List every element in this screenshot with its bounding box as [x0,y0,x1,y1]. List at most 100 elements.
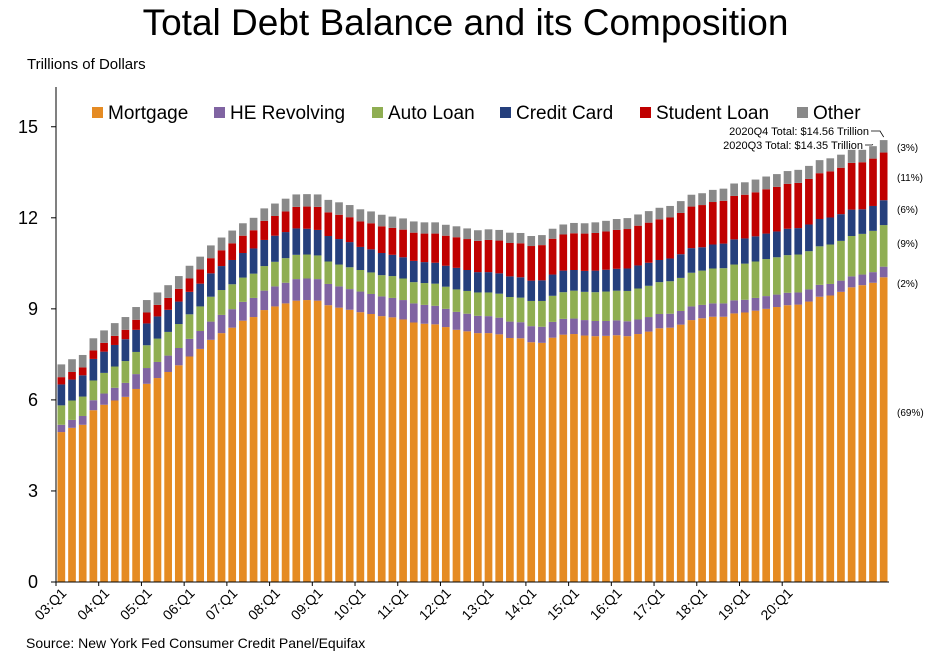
x-tick-label: 14:Q1 [501,585,539,623]
bar-segment-mortgage [228,327,237,582]
bar-segment-he-revolving [153,361,162,379]
bar-segment-student-loan [260,220,269,240]
bar-segment-mortgage [527,342,536,582]
bar-segment-credit-card [516,277,525,298]
bar-segment-credit-card [121,339,130,362]
bar-segment-auto-loan [121,361,130,383]
bar-segment-he-revolving [612,320,621,336]
bar-segment-other [377,214,386,227]
bar-segment-student-loan [869,158,877,206]
bar-segment-credit-card [367,249,375,273]
bar-segment-he-revolving [196,331,205,349]
bar-segment-mortgage [68,427,76,582]
bar-segment-he-revolving [260,290,269,311]
bar-segment-auto-loan [762,259,771,297]
legend-swatch-other [797,107,808,118]
bar-segment-other [676,201,685,213]
share-label-other: (3%) [897,143,918,154]
bar-segment-student-loan [708,202,717,245]
bar-segment-credit-card [623,268,632,291]
bar-segment-credit-card [602,269,610,292]
bar-segment-student-loan [431,233,439,263]
bar-segment-he-revolving [773,294,781,308]
bar-segment-other [591,222,600,233]
bar-segment-student-loan [281,211,290,233]
bar-segment-mortgage [740,312,749,582]
bar-segment-he-revolving [826,283,835,296]
chart-title: Total Debt Balance and its Composition [142,2,789,43]
bar-segment-other [847,149,856,163]
bar-segment-auto-loan [794,254,803,293]
bar-segment-credit-card [441,265,450,287]
bar-segment-auto-loan [249,273,258,298]
bar-segment-student-loan [644,222,653,263]
bar-segment-other [185,265,194,279]
bar-segment-credit-card [292,228,301,255]
x-tick-label: 07:Q1 [202,585,240,623]
bar-segment-other [773,174,781,187]
bars-layer [57,140,888,582]
bar-segment-other [815,160,824,174]
bar-segment-other [687,194,696,207]
bar-segment-credit-card [345,242,354,268]
x-tick-label: 17:Q1 [629,585,667,623]
bar-segment-mortgage [719,316,728,582]
annotations-layer: 2020Q4 Total: $14.56 Trillion 2020Q3 Tota… [723,126,924,419]
bar-segment-auto-loan [847,236,856,277]
bar-segment-mortgage [356,312,365,582]
bar-segment-credit-card [420,262,429,284]
bar-segment-auto-loan [805,251,813,290]
bar-segment-mortgage [815,296,824,582]
legend-swatch-student-loan [640,107,651,118]
legend-label-credit-card: Credit Card [516,103,613,124]
bar-segment-credit-card [217,266,226,291]
bar-segment-credit-card [89,358,98,381]
bar-segment-mortgage [580,335,589,582]
bar-segment-student-loan [463,239,472,271]
bar-segment-other [367,211,375,224]
bar-segment-student-loan [153,304,162,317]
bar-segment-auto-loan [730,264,738,301]
bar-segment-other [559,224,568,235]
bar-segment-he-revolving [292,279,301,301]
bar-segment-credit-card [399,257,407,279]
bar-segment-auto-loan [228,284,237,310]
bar-segment-student-loan [538,245,546,281]
bar-segment-student-loan [740,194,749,239]
y-tick-label: 3 [28,481,38,501]
bar-segment-auto-loan [612,290,621,321]
bar-segment-he-revolving [762,296,771,309]
bar-segment-credit-card [377,253,386,276]
bar-segment-mortgage [185,356,194,582]
bar-segment-he-revolving [78,415,87,425]
bar-segment-mortgage [132,388,140,582]
bar-segment-auto-loan [132,351,140,375]
bar-segment-he-revolving [730,300,738,314]
x-tick-label: 15:Q1 [544,585,582,623]
bar-segment-mortgage [110,400,119,582]
bar-segment-he-revolving [623,321,632,337]
bar-segment-auto-loan [506,297,514,322]
bar-segment-credit-card [879,200,888,226]
bar-segment-auto-loan [78,396,87,416]
bar-segment-credit-card [708,244,717,269]
bar-segment-he-revolving [174,348,183,366]
share-label-mortgage: (69%) [897,408,924,419]
bar-segment-other [303,194,311,207]
bar-segment-other [174,276,183,289]
bar-segment-he-revolving [644,317,653,332]
bar-segment-mortgage [826,295,835,582]
bar-segment-student-loan [602,231,610,270]
bar-segment-mortgage [164,371,172,582]
bar-segment-student-loan [303,206,311,229]
bar-segment-other [783,171,792,184]
bar-segment-he-revolving [239,301,247,321]
bar-segment-he-revolving [708,303,717,317]
bar-segment-credit-card [644,262,653,286]
bar-segment-he-revolving [805,289,813,302]
bar-segment-mortgage [100,404,108,582]
bar-segment-other [420,222,429,234]
bar-segment-auto-loan [409,282,418,304]
x-tick-label: 12:Q1 [416,585,454,623]
bar-segment-auto-loan [740,263,749,300]
